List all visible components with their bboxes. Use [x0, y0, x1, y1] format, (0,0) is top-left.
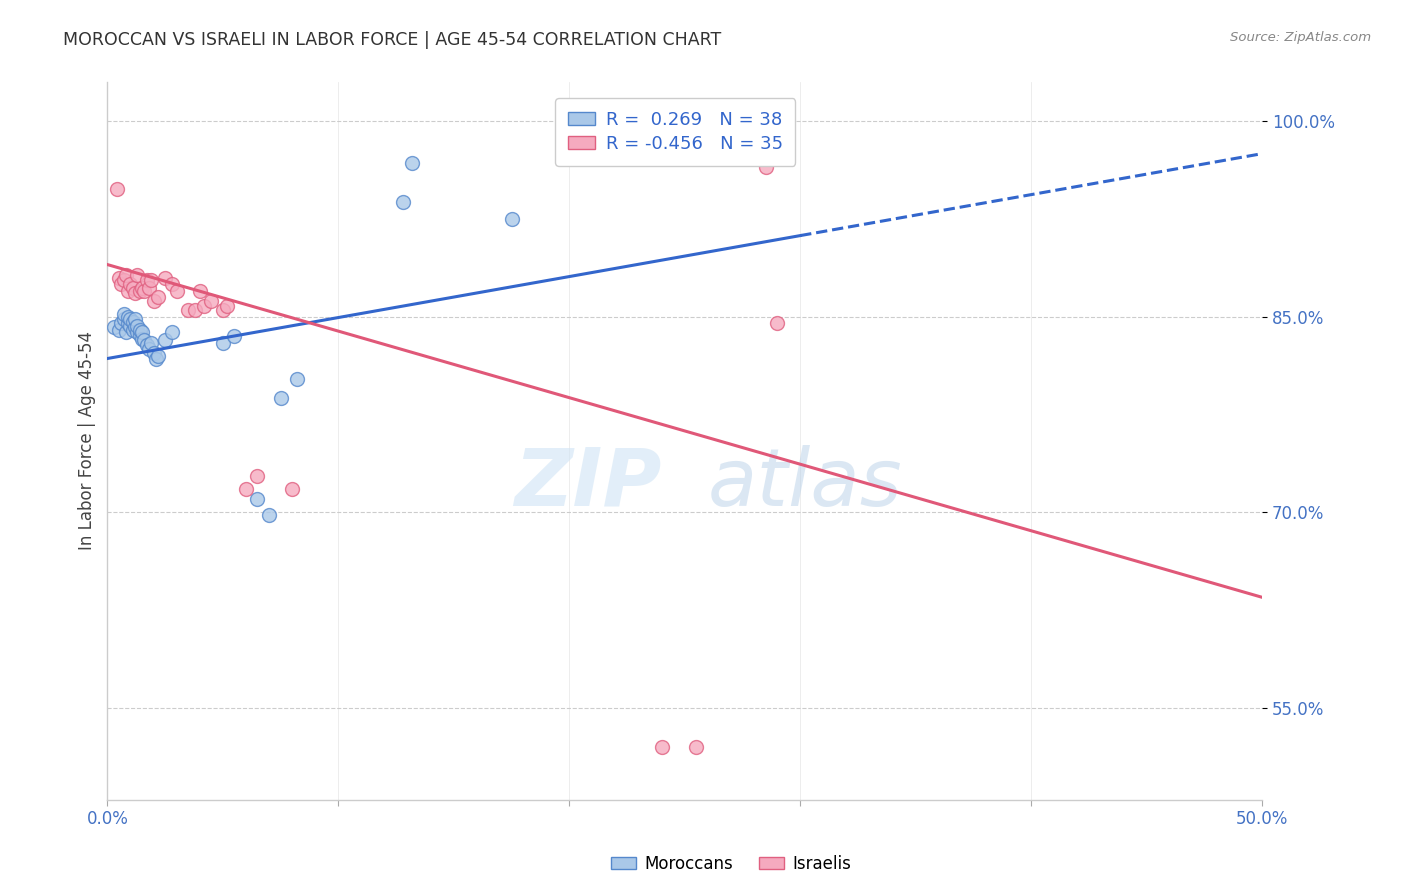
Legend: R =  0.269   N = 38, R = -0.456   N = 35: R = 0.269 N = 38, R = -0.456 N = 35	[555, 98, 796, 166]
Point	[117, 310, 139, 324]
Point	[148, 290, 170, 304]
Point	[685, 740, 707, 755]
Point	[246, 492, 269, 507]
Point	[128, 284, 150, 298]
Point	[138, 343, 160, 357]
Point	[211, 335, 233, 350]
Text: atlas: atlas	[707, 445, 903, 523]
Text: MOROCCAN VS ISRAELI IN LABOR FORCE | AGE 45-54 CORRELATION CHART: MOROCCAN VS ISRAELI IN LABOR FORCE | AGE…	[63, 31, 721, 49]
Point	[117, 316, 139, 330]
Text: Source: ZipAtlas.com: Source: ZipAtlas.com	[1230, 31, 1371, 45]
Point	[110, 316, 132, 330]
Point	[401, 156, 423, 170]
Y-axis label: In Labor Force | Age 45-54: In Labor Force | Age 45-54	[79, 331, 96, 550]
Point	[142, 346, 165, 360]
Point	[120, 318, 142, 333]
Point	[281, 482, 304, 496]
Point	[651, 740, 673, 755]
Point	[134, 284, 156, 298]
Point	[166, 284, 188, 298]
Point	[124, 286, 146, 301]
Point	[108, 270, 131, 285]
Point	[141, 335, 163, 350]
Point	[120, 312, 142, 326]
Point	[138, 281, 160, 295]
Point	[217, 299, 239, 313]
Point	[110, 277, 132, 292]
Point	[115, 326, 138, 340]
Point	[121, 323, 143, 337]
Point	[115, 268, 138, 282]
Point	[128, 328, 150, 343]
Point	[142, 294, 165, 309]
Point	[285, 372, 308, 386]
Point	[112, 307, 135, 321]
Point	[135, 338, 157, 352]
Point	[131, 281, 153, 295]
Point	[121, 281, 143, 295]
Point	[141, 273, 163, 287]
Point	[112, 273, 135, 287]
Point	[160, 277, 183, 292]
Point	[131, 326, 153, 340]
Point	[188, 284, 211, 298]
Point	[135, 273, 157, 287]
Text: ZIP: ZIP	[515, 445, 662, 523]
Point	[108, 323, 131, 337]
Point	[392, 194, 415, 209]
Point	[235, 482, 257, 496]
Point	[124, 312, 146, 326]
Point	[105, 182, 128, 196]
Point	[270, 391, 292, 405]
Point	[160, 326, 183, 340]
Point	[121, 315, 143, 329]
Point	[153, 270, 176, 285]
Point	[112, 312, 135, 326]
Point	[153, 333, 176, 347]
Point	[117, 284, 139, 298]
Point	[148, 349, 170, 363]
Point	[200, 294, 222, 309]
Point	[131, 332, 153, 346]
Point	[224, 329, 246, 343]
Point	[128, 323, 150, 337]
Point	[145, 351, 167, 366]
Point	[246, 469, 269, 483]
Point	[127, 268, 149, 282]
Point	[103, 320, 125, 334]
Point	[124, 320, 146, 334]
Point	[184, 303, 207, 318]
Point	[501, 211, 523, 226]
Legend: Moroccans, Israelis: Moroccans, Israelis	[605, 848, 858, 880]
Point	[177, 303, 200, 318]
Point	[127, 326, 149, 340]
Point	[754, 160, 776, 174]
Point	[257, 508, 280, 522]
Point	[193, 299, 215, 313]
Point	[127, 318, 149, 333]
Point	[134, 333, 156, 347]
Point	[120, 277, 142, 292]
Point	[211, 303, 233, 318]
Point	[766, 316, 789, 330]
